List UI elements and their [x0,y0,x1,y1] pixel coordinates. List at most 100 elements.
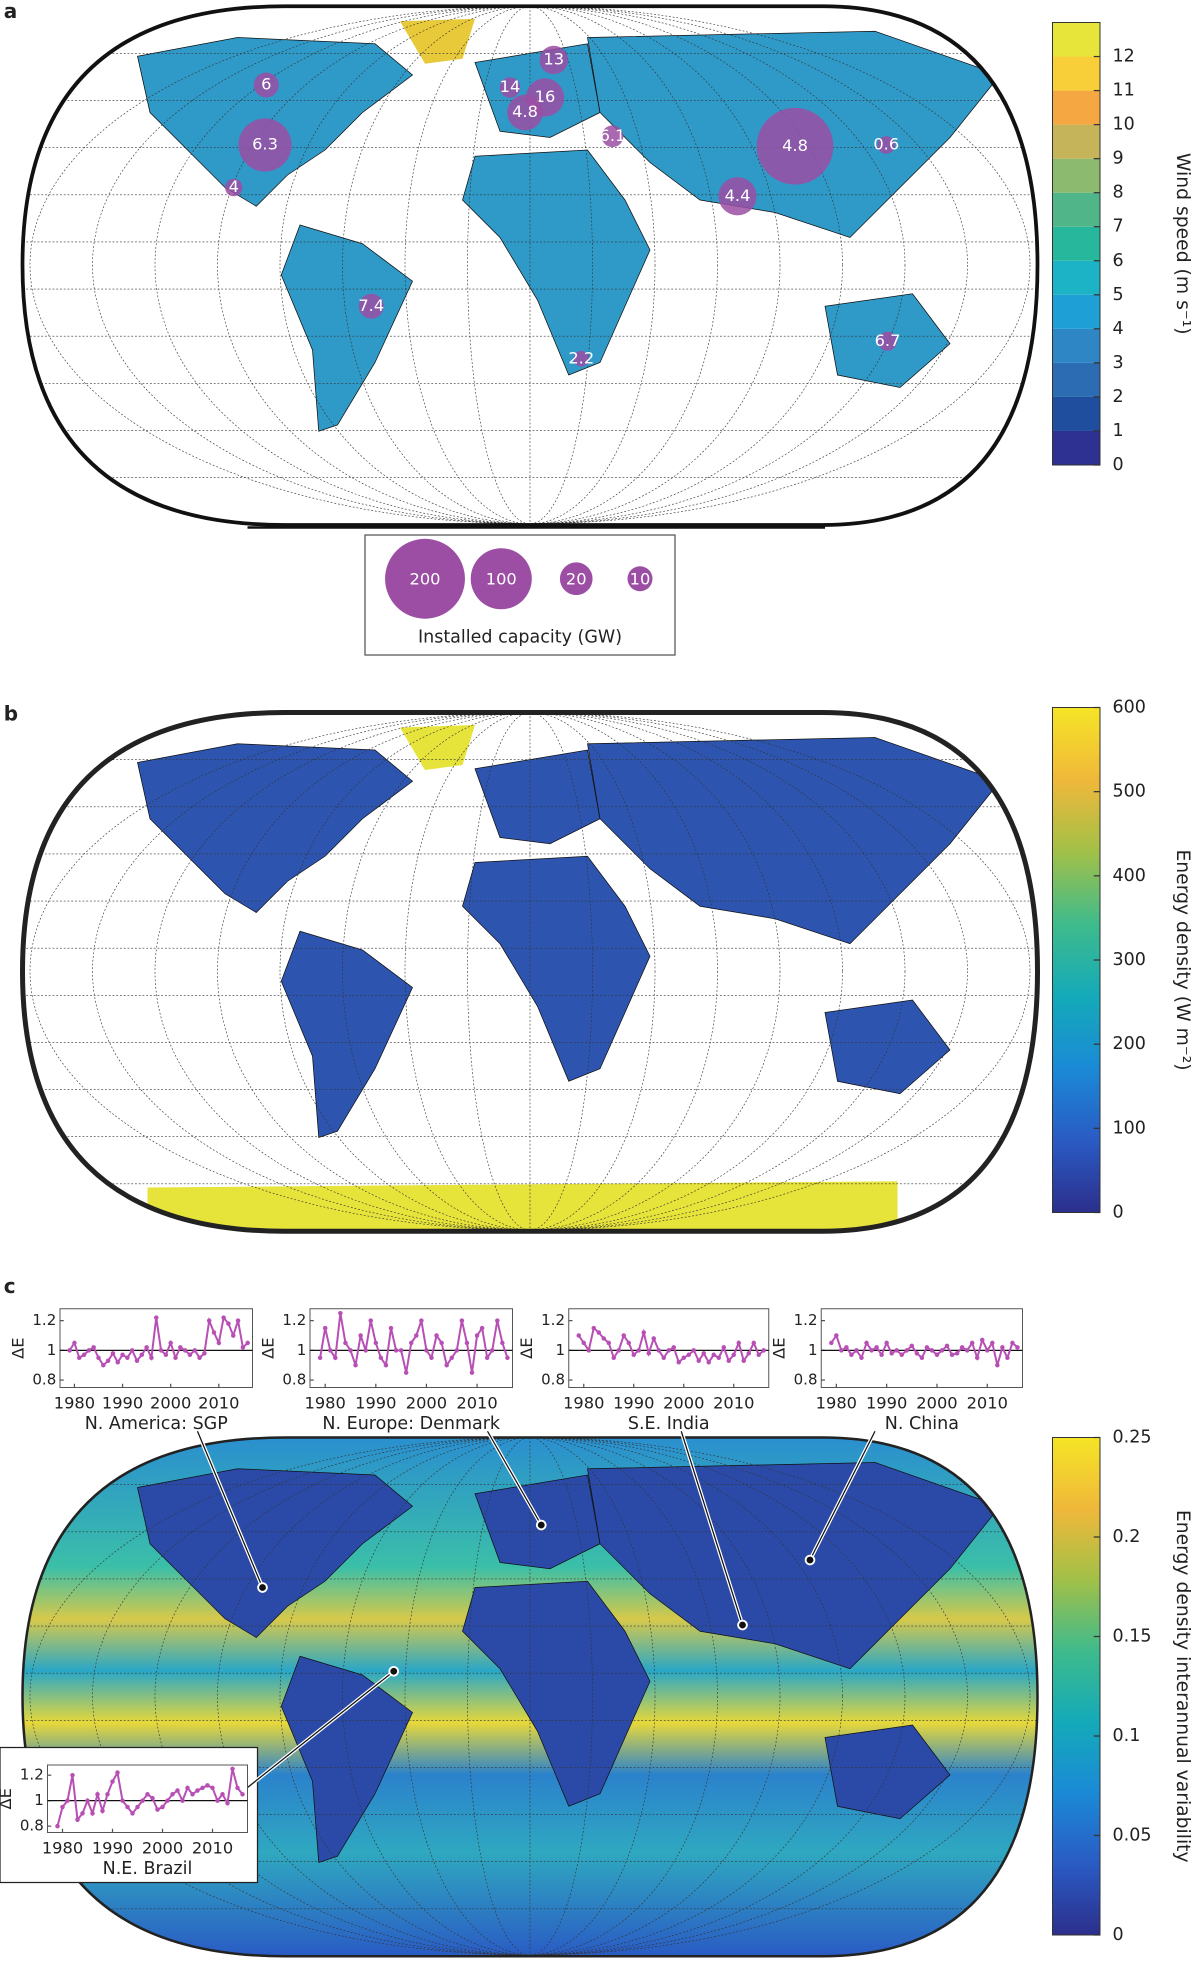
leader-line [247,1670,395,1788]
y-tick-label: 1 [555,1341,565,1359]
series-point [86,1348,92,1353]
series-point [187,1352,193,1358]
colorbar-tick-label: 11 [1113,81,1135,101]
leader-line [196,1431,264,1588]
capacity-bubble [253,72,279,98]
graticule [29,6,1031,525]
series-point [500,1340,505,1346]
series-point [205,1783,210,1788]
series-point [756,1352,761,1358]
series-point [220,1792,225,1797]
y-tick-label: 1 [47,1341,57,1359]
series-point [601,1336,606,1341]
series-point [701,1351,706,1356]
map-a [20,4,1040,527]
series-point [611,1355,616,1361]
x-tick-label: 2010 [967,1393,1008,1412]
graticule [279,6,781,525]
series-point [202,1351,207,1356]
colorbar-tick-label: 6 [1113,251,1124,271]
series-point [909,1343,915,1349]
series-point [150,1795,155,1801]
series-point [424,1348,429,1353]
series-point [160,1804,165,1810]
series-point [844,1345,849,1350]
series-point [576,1333,581,1338]
series-point [626,1340,631,1346]
colorbar-frame [1052,1437,1101,1936]
graticule [217,6,843,525]
series-point [206,1318,212,1323]
legend-size-label: 20 [566,570,587,589]
series-point [403,1370,409,1375]
series-point [115,1359,120,1365]
series-point [225,1800,230,1806]
capacity-bubble [573,350,590,367]
series-point [661,1355,666,1361]
graticule [467,1437,593,1956]
y-tick-label: 0.8 [282,1371,306,1389]
series-point [398,1348,404,1353]
site-marker [535,1519,547,1531]
x-tick-label: 2010 [198,1393,239,1412]
series-point [409,1340,414,1346]
series-point [974,1355,980,1361]
series-point [195,1788,200,1793]
colorbar-title: Energy density interannual variability [1172,1510,1193,1863]
series-point [686,1352,691,1358]
series-point [129,1348,135,1353]
y-axis-label: ΔE [258,1337,277,1358]
x-tick-label: 2000 [150,1393,191,1412]
series-point [130,1811,135,1816]
series-point [929,1348,935,1353]
series-point [434,1333,439,1338]
series-point [145,1792,150,1797]
series-point [168,1340,173,1346]
series-point [469,1370,475,1375]
series-point [90,1811,95,1816]
y-tick-label: 1 [808,1341,818,1359]
series-point [751,1340,756,1346]
series-point [149,1355,154,1361]
series-point [383,1362,389,1368]
series-point [495,1318,500,1323]
series-point [746,1351,751,1356]
x-tick-label: 2000 [663,1393,704,1412]
series-point [85,1798,90,1803]
colorbar-band [1052,294,1100,329]
series-point [120,1352,125,1358]
colorbar-band [1052,158,1100,193]
colorbar-tick-label: 8 [1113,183,1124,203]
series-point [77,1355,82,1361]
series-point [144,1345,149,1350]
series-point [139,1352,145,1358]
series-point [240,1345,246,1350]
x-tick-label: 2000 [406,1393,447,1412]
series-point [95,1792,100,1797]
series-point [140,1798,145,1803]
colorbar-tick-label: 0 [1113,455,1124,475]
site-marker [804,1554,816,1566]
y-axis-label: ΔE [517,1337,536,1358]
colorbar-tick-label: 2 [1113,387,1124,407]
series-point [110,1351,116,1356]
series-point [581,1340,586,1346]
series-point [105,1358,111,1364]
series-point [939,1348,945,1353]
series-point [210,1785,215,1791]
series-point [226,1321,231,1326]
series-line [319,1313,509,1373]
x-tick-label: 1990 [355,1393,396,1412]
colorbar-tick-label: 3 [1113,353,1124,373]
series-point [230,1766,235,1772]
x-tick-label: 2010 [456,1393,497,1412]
series-point [1010,1340,1015,1346]
series-point [175,1788,180,1793]
x-tick-label: 1990 [866,1393,907,1412]
colorbar-tick-label: 500 [1113,782,1146,802]
colorbar-tick-label: 12 [1113,47,1135,67]
series-point [353,1362,358,1368]
series-point [348,1348,353,1353]
wind-speed-label: 2.2 [568,348,594,367]
colorbar-band [1052,328,1100,363]
